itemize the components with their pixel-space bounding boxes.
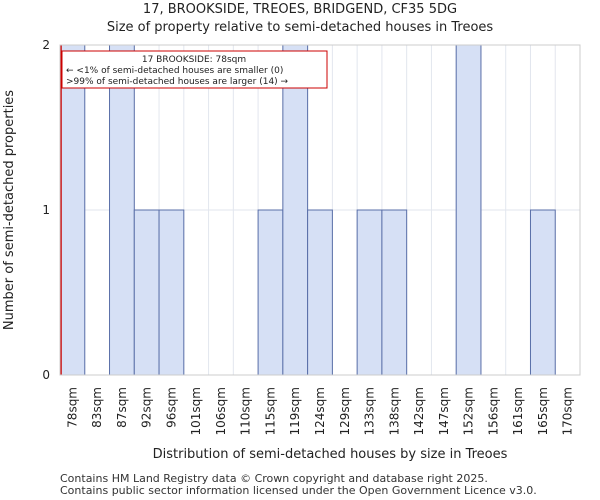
annotation-line-3: >99% of semi-detached houses are larger … <box>66 77 289 87</box>
bars-layer <box>59 44 556 376</box>
bar <box>381 209 408 376</box>
plot-frame <box>59 44 581 376</box>
x-tick-label: 96sqm <box>164 387 178 428</box>
bar <box>133 209 160 376</box>
x-tick-label: 106sqm <box>214 387 228 435</box>
chart-title: 17, BROOKSIDE, TREOES, BRIDGEND, CF35 5D… <box>142 2 458 17</box>
x-tick-label: 115sqm <box>263 387 277 435</box>
x-tick-labels: 78sqm 83sqm 87sqm 92sqm 96sqm 101sqm 106sqm 110… <box>65 387 574 435</box>
x-tick-label: 165sqm <box>536 387 550 435</box>
bar <box>307 209 333 376</box>
x-tick-label: 156sqm <box>486 387 500 435</box>
chart-subtitle: Size of property relative to semi-detach… <box>106 20 494 35</box>
x-tick-label: 83sqm <box>90 387 104 428</box>
footer-line-2: Contains public sector information licen… <box>60 484 537 497</box>
x-tick-label: 147sqm <box>437 387 451 435</box>
x-tick-label: 87sqm <box>115 387 129 428</box>
y-tick-labels: 0 1 2 <box>42 38 50 382</box>
x-tick-label: 129sqm <box>338 387 352 435</box>
y-axis-label: Number of semi-detached properties <box>2 90 17 330</box>
bar <box>109 44 135 376</box>
bar <box>257 209 284 376</box>
x-axis-label: Distribution of semi-detached houses by … <box>153 447 508 462</box>
x-tick-label: 92sqm <box>140 387 154 428</box>
x-tick-label: 124sqm <box>313 387 327 435</box>
bar <box>529 209 556 376</box>
x-tick-label: 133sqm <box>363 387 377 435</box>
annotation-line-1: 17 BROOKSIDE: 78sqm <box>142 55 246 65</box>
x-tick-label: 110sqm <box>239 387 253 435</box>
x-tick-label: 152sqm <box>462 387 476 435</box>
annotation-box: 17 BROOKSIDE: 78sqm ← <1% of semi-detach… <box>61 50 328 89</box>
annotation-line-2: ← <1% of semi-detached houses are smalle… <box>66 66 283 76</box>
y-tick-label: 1 <box>42 203 50 217</box>
bar <box>356 209 383 376</box>
y-tick-label: 2 <box>42 38 50 52</box>
x-tick-label: 161sqm <box>511 387 525 435</box>
x-tick-label: 101sqm <box>189 387 203 435</box>
x-tick-label: 170sqm <box>561 387 575 435</box>
x-tick-label: 119sqm <box>288 387 302 435</box>
x-tick-label: 138sqm <box>387 387 401 435</box>
bar <box>158 209 185 376</box>
y-tick-label: 0 <box>42 368 50 382</box>
x-tick-label: 78sqm <box>65 387 79 428</box>
bar <box>282 44 309 376</box>
bar <box>455 44 482 376</box>
x-tick-label: 142sqm <box>412 387 426 435</box>
footer-line-1: Contains HM Land Registry data © Crown c… <box>60 472 488 485</box>
bar <box>59 44 86 376</box>
